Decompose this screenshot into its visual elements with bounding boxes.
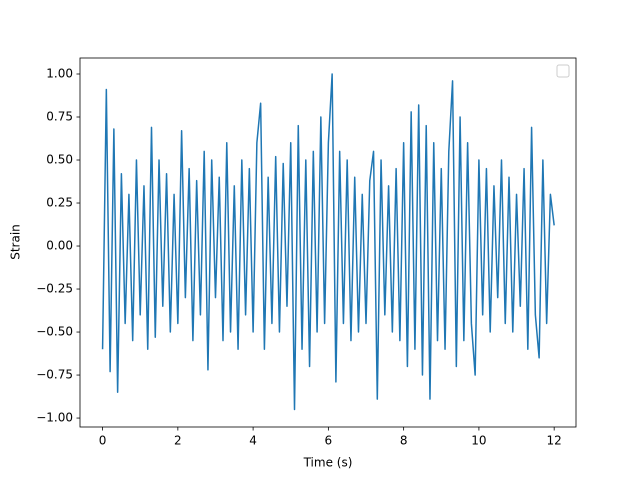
x-tick-label: 6 (325, 434, 333, 448)
x-tick-label: 0 (99, 434, 107, 448)
x-tick-label: 8 (400, 434, 408, 448)
y-tick-label: 0.75 (46, 110, 73, 124)
y-tick-label: −0.75 (36, 368, 73, 382)
y-tick-label: 0.50 (46, 153, 73, 167)
legend-box (556, 64, 570, 78)
data-line (101, 73, 555, 411)
y-tick-label: −0.25 (36, 282, 73, 296)
x-tick-label: 4 (249, 434, 257, 448)
y-tick-label: 1.00 (46, 66, 73, 80)
y-axis-label: Strain (9, 224, 23, 260)
y-tick-label: 0.25 (46, 196, 73, 210)
x-tick-label: 12 (547, 434, 562, 448)
x-axis-label: Time (s) (303, 456, 353, 470)
plot-frame (79, 57, 577, 428)
x-tick-label: 10 (471, 434, 486, 448)
x-tick-label: 2 (174, 434, 182, 448)
y-tick-label: −0.50 (36, 325, 73, 339)
y-tick-label: −1.00 (36, 411, 73, 425)
y-tick-label: 0.00 (46, 239, 73, 253)
